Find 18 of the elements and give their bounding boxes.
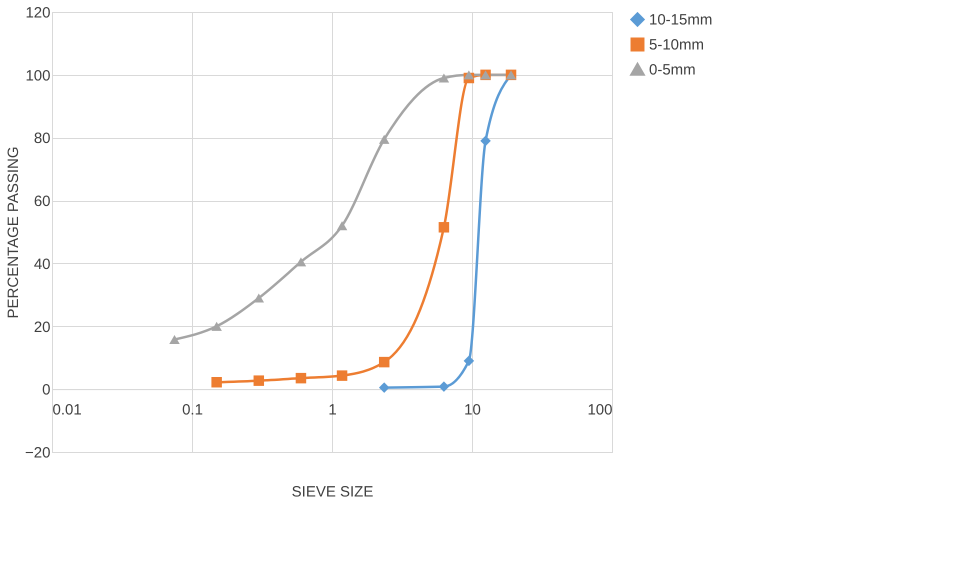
x-tick-label: 100 [587, 402, 612, 419]
legend-label: 0-5mm [649, 62, 696, 78]
x-tick-label: 0.01 [52, 402, 82, 419]
y-tick-label: 80 [34, 130, 50, 148]
x-tick-label: 1 [328, 402, 337, 419]
y-tick-label: 60 [34, 193, 50, 210]
y-tick-label: 120 [25, 4, 50, 22]
y-tick-label: 20 [34, 318, 50, 336]
y-tick-label: −20 [25, 444, 50, 462]
y-tick-label: 40 [34, 256, 50, 273]
x-tick-label: 10 [464, 402, 481, 419]
legend-label: 5-10mm [649, 36, 704, 54]
x-tick-label: 0.1 [182, 402, 203, 419]
y-axis-title: PERCENTAGE PASSING [5, 146, 22, 318]
x-axis-title: SIEVE SIZE [292, 484, 374, 500]
y-tick-label: 0 [42, 382, 50, 399]
legend-label: 10-15mm [649, 12, 712, 28]
y-tick-label: 100 [25, 67, 50, 84]
